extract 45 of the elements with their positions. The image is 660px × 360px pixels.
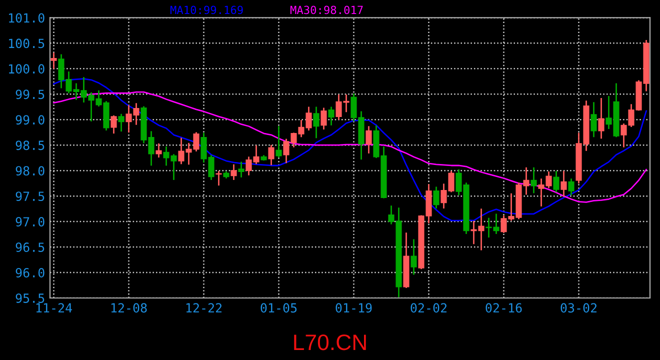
y-tick-label: 97.5 — [16, 192, 44, 202]
candlestick — [328, 106, 334, 126]
candlestick — [238, 162, 244, 178]
candlestick — [313, 106, 320, 138]
x-tick-label: 12-08 — [111, 303, 147, 313]
x-tick-label: 03-02 — [560, 303, 596, 313]
candlestick — [230, 164, 237, 180]
candlestick — [320, 108, 327, 130]
y-tick-label: 99.5 — [16, 90, 44, 100]
y-tick-label: 100.0 — [9, 64, 44, 74]
candlestick — [268, 144, 274, 166]
candlestick — [410, 239, 417, 275]
candlestick — [433, 186, 440, 208]
candlestick — [530, 167, 537, 194]
x-tick-label: 02-02 — [410, 303, 446, 313]
candlestick — [156, 143, 162, 158]
x-tick-label: 12-22 — [186, 303, 222, 312]
candlestick — [110, 115, 117, 134]
text: MA10:99.169 — [170, 6, 243, 14]
candlestick — [568, 178, 574, 196]
y-tick-label: 99.0 — [16, 115, 44, 125]
text: L70.CN — [294, 334, 366, 350]
candlestick — [560, 170, 567, 197]
y-tick-label: 95.5 — [16, 294, 44, 303]
line-series — [53, 91, 647, 203]
candlestick — [598, 98, 604, 139]
candlestick — [276, 126, 282, 158]
text: MA30:98.017 — [290, 6, 363, 14]
y-tick-label: 96.5 — [16, 242, 44, 252]
candlestick — [590, 102, 597, 138]
candlestick — [50, 52, 57, 69]
x-tick-label: 01-05 — [260, 303, 297, 313]
y-tick-label: 98.0 — [16, 166, 44, 176]
y-tick-label: 97.0 — [16, 217, 44, 227]
candlestick — [216, 170, 222, 186]
y-tick-label: 100.5 — [9, 38, 44, 48]
candlestick — [118, 114, 124, 132]
x-tick-label: 11-24 — [36, 303, 72, 312]
x-tick-label: 02-16 — [486, 303, 522, 313]
candlestick — [553, 170, 560, 192]
y-tick-label: 101.0 — [9, 13, 44, 23]
y-tick-label: 96.0 — [16, 268, 44, 278]
x-tick-label: 01-19 — [336, 303, 372, 313]
candlestick — [366, 126, 372, 154]
y-tick-label: 98.5 — [16, 140, 44, 150]
